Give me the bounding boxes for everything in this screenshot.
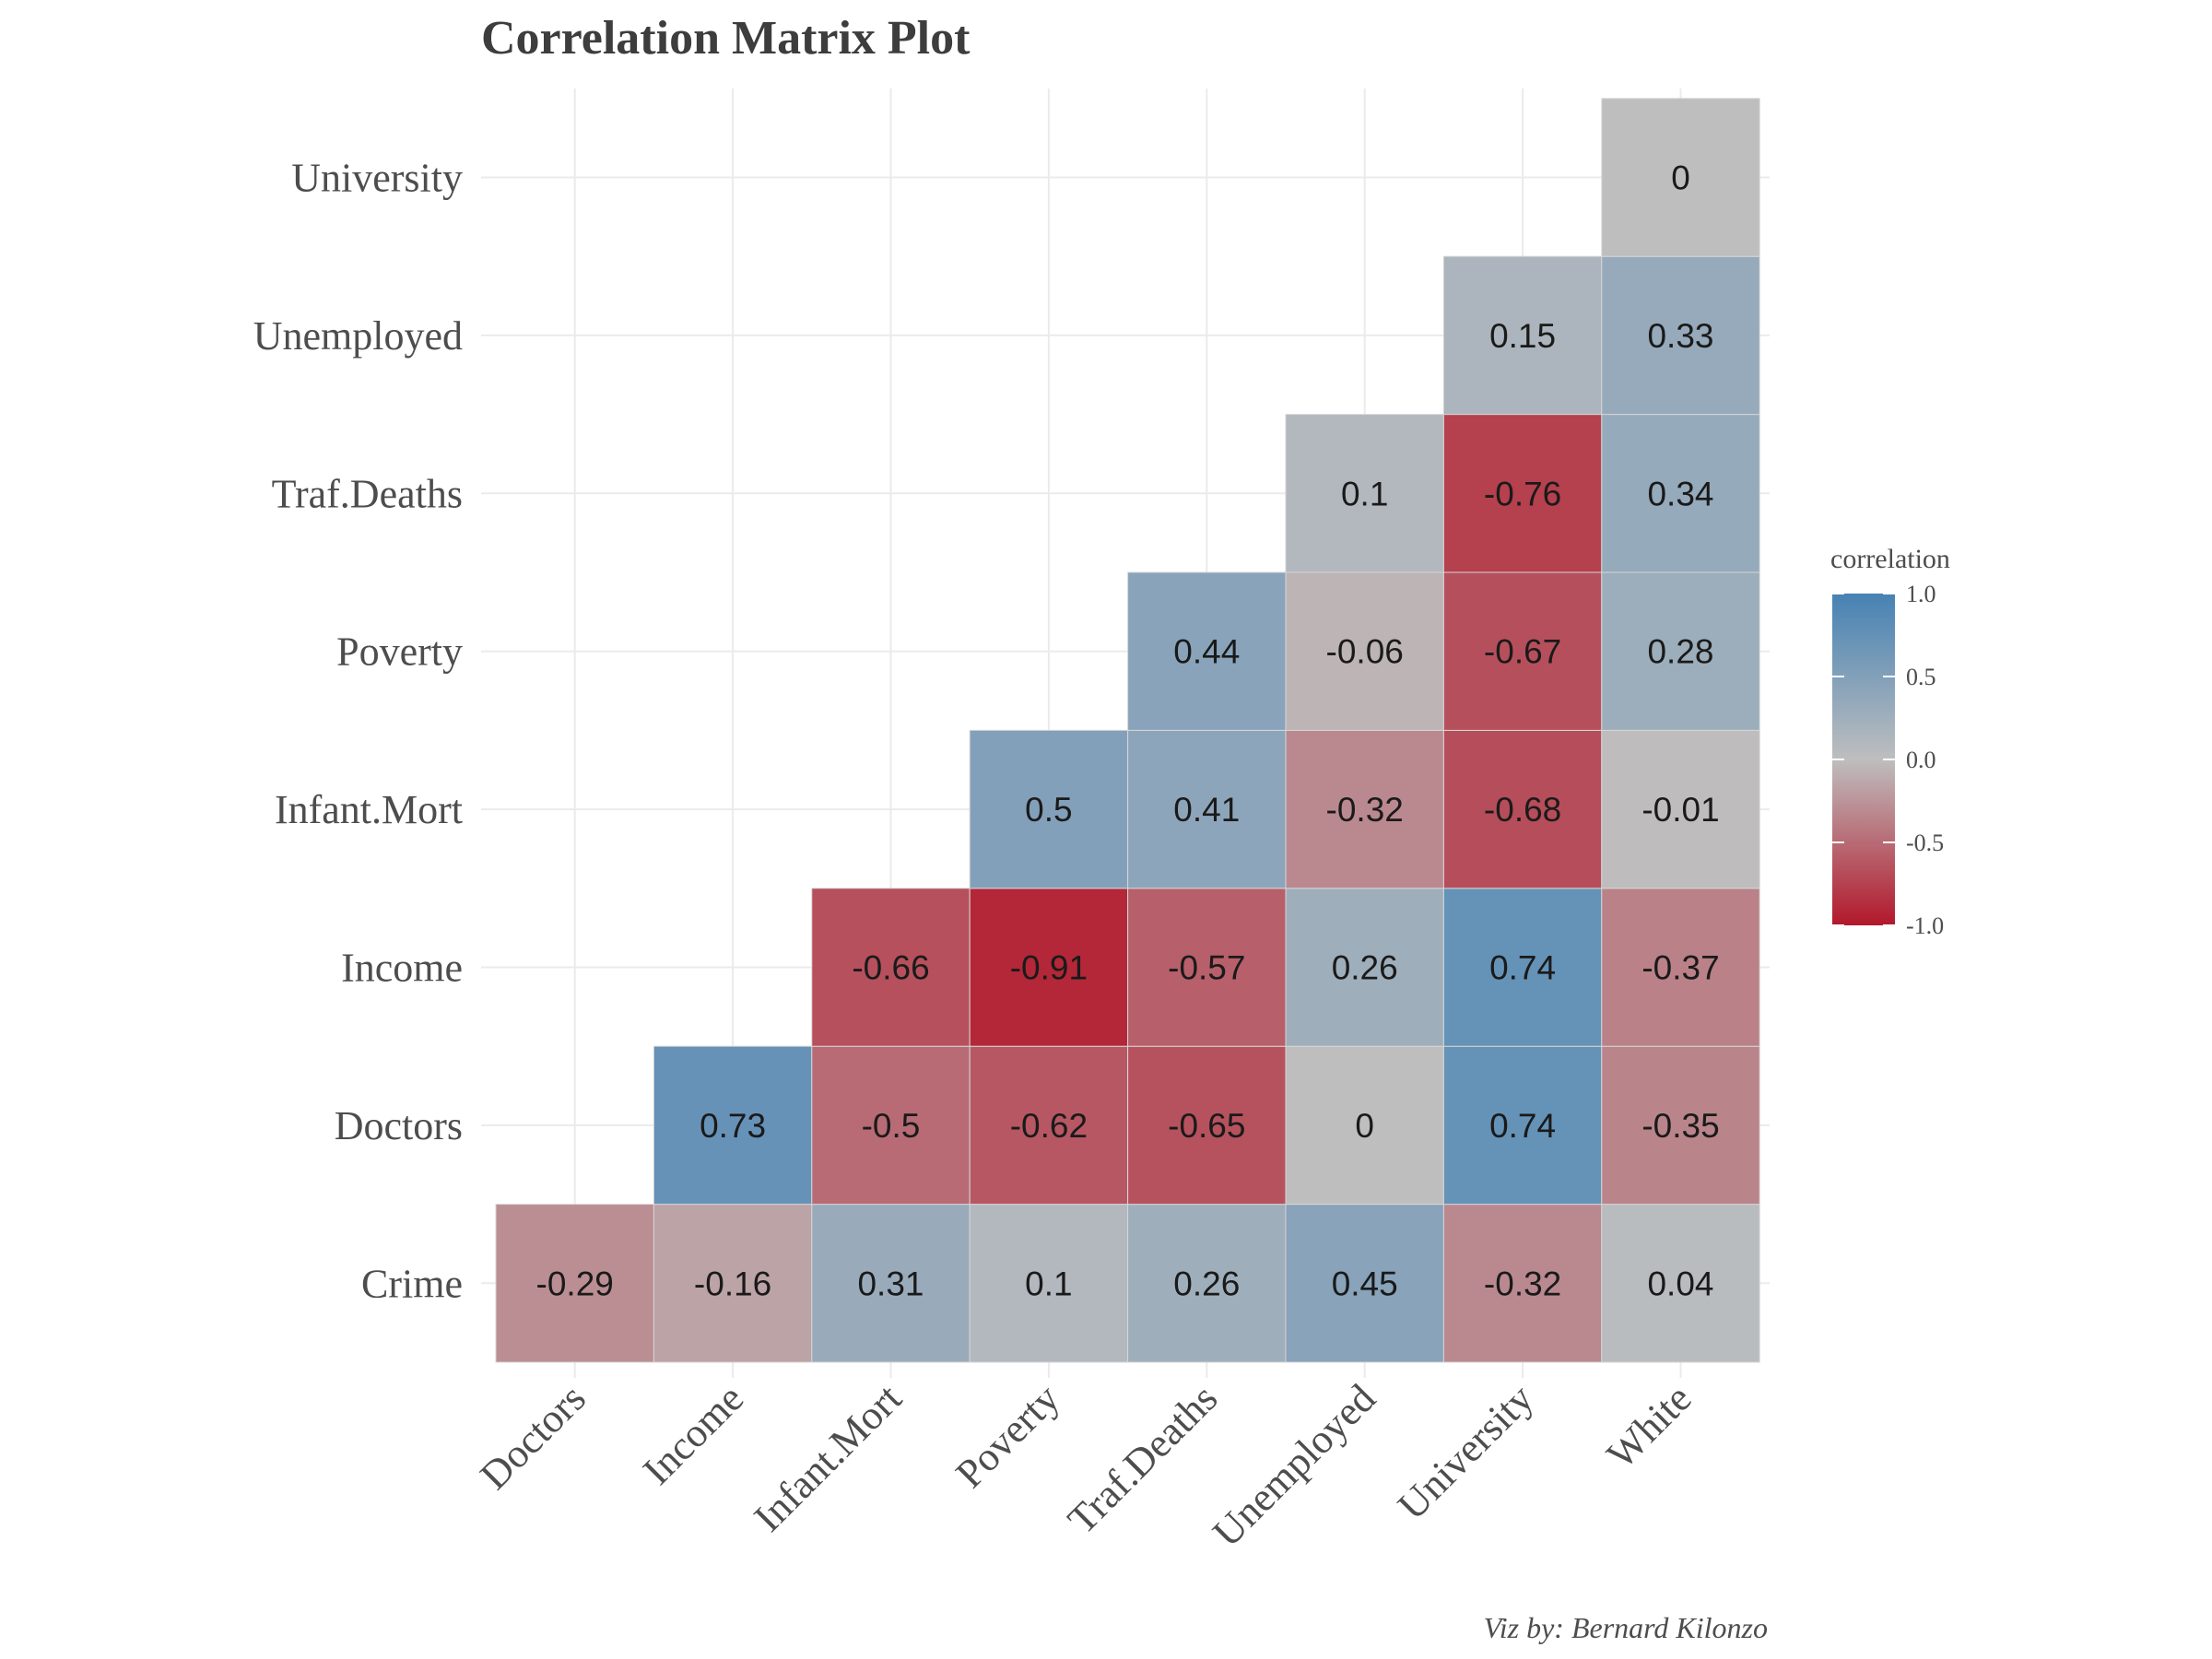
- legend-tick-label: -1.0: [1906, 912, 1944, 939]
- y-tick-label: Crime: [361, 1261, 463, 1306]
- y-tick-label: Infant.Mort: [275, 787, 463, 832]
- heatmap-cell-crime-poverty: [969, 1204, 1129, 1363]
- heatmap-cell-traf-deaths-unemployed: [1285, 414, 1444, 573]
- heatmap-cell-crime-infant-mort: [811, 1204, 971, 1363]
- cell-value-label: 0: [1355, 1107, 1374, 1145]
- heatmap-cell-poverty-traf-deaths: [1127, 571, 1287, 731]
- cell-value-label: 0.74: [1489, 1107, 1556, 1145]
- cell-value-label: -0.62: [1010, 1107, 1088, 1145]
- heatmap-cell-crime-traf-deaths: [1127, 1204, 1287, 1363]
- heatmap-cell-income-white: [1601, 888, 1760, 1047]
- y-tick-label: Doctors: [335, 1103, 463, 1148]
- cell-value-label: -0.01: [1641, 791, 1719, 829]
- chart-caption: Viz by: Bernard Kilonzo: [1484, 1611, 1768, 1644]
- cell-value-label: 0.31: [857, 1265, 924, 1302]
- cell-value-label: 0.45: [1332, 1265, 1398, 1302]
- y-tick-label: Traf.Deaths: [272, 471, 463, 516]
- x-tick-label: Unemployed: [1204, 1375, 1383, 1555]
- cell-value-label: -0.57: [1168, 949, 1245, 987]
- cell-value-label: -0.06: [1326, 633, 1404, 671]
- heatmap-cell-unemployed-white: [1601, 255, 1760, 416]
- legend-tick-label: 1.0: [1906, 581, 1936, 607]
- heatmap-cell-income-traf-deaths: [1127, 888, 1287, 1047]
- x-tick-label: Poverty: [947, 1375, 1068, 1496]
- heatmap-cell-crime-university: [1442, 1204, 1603, 1363]
- heatmap-cell-poverty-unemployed: [1285, 571, 1444, 731]
- y-tick-label: Unemployed: [253, 313, 463, 359]
- cell-value-label: 0.74: [1489, 949, 1556, 987]
- cell-value-label: -0.29: [536, 1265, 614, 1302]
- cell-value-label: 0.1: [1025, 1265, 1072, 1302]
- cell-value-label: 0.15: [1489, 317, 1556, 355]
- cell-value-label: -0.32: [1326, 791, 1404, 829]
- cell-value-label: 0.04: [1647, 1265, 1713, 1302]
- cell-value-label: -0.65: [1168, 1107, 1245, 1145]
- legend-tick-label: -0.5: [1906, 830, 1944, 856]
- cell-value-label: 0.26: [1332, 949, 1398, 987]
- cell-value-label: -0.66: [852, 949, 929, 987]
- heatmap-cell-infant-mort-traf-deaths: [1127, 729, 1287, 889]
- cell-value-label: 0.44: [1173, 633, 1240, 671]
- cell-value-label: -0.5: [862, 1107, 921, 1145]
- legend-tick-label: 0.0: [1906, 747, 1936, 773]
- cell-value-label: 0: [1671, 159, 1690, 197]
- heatmap-cell-doctors-white: [1601, 1045, 1760, 1206]
- cell-value-label: 0.5: [1025, 791, 1072, 829]
- heatmap-cell-crime-unemployed: [1285, 1204, 1444, 1363]
- heatmap-cell-university-white: [1601, 98, 1760, 257]
- heatmap-cell-income-infant-mort: [811, 888, 971, 1047]
- heatmap-cells: -0.29 -0.16 0.31 0.1 0.26 0.45 -0.32 0.04 0.73 -0…: [495, 98, 1760, 1363]
- cell-value-label: 0.34: [1647, 475, 1713, 512]
- cell-value-label: -0.68: [1484, 791, 1561, 829]
- heatmap-cell-income-unemployed: [1285, 888, 1444, 1047]
- y-tick-label: Income: [341, 946, 463, 991]
- y-axis-labels: Crime Doctors Income Infant.Mort Poverty Traf…: [253, 156, 463, 1307]
- cell-value-label: -0.67: [1484, 633, 1561, 671]
- cell-value-label: 0.1: [1341, 475, 1388, 512]
- x-tick-label: Traf.Deaths: [1059, 1375, 1226, 1542]
- chart-title: Correlation Matrix Plot: [481, 12, 971, 65]
- heatmap-cell-income-poverty: [969, 888, 1129, 1047]
- legend-title: correlation: [1830, 544, 1950, 574]
- cell-value-label: -0.76: [1484, 475, 1561, 512]
- cell-value-label: -0.37: [1641, 949, 1719, 987]
- x-tick-label: University: [1389, 1375, 1542, 1528]
- cell-value-label: 0.33: [1647, 317, 1713, 355]
- heatmap-cell-poverty-white: [1601, 571, 1760, 731]
- heatmap-cell-crime-white: [1601, 1204, 1760, 1363]
- x-tick-label: Doctors: [472, 1375, 594, 1498]
- x-tick-label: White: [1598, 1375, 1700, 1477]
- heatmap-cell-doctors-traf-deaths: [1127, 1045, 1287, 1206]
- y-tick-label: Poverty: [336, 629, 463, 675]
- heatmap-cell-income-university: [1442, 888, 1603, 1047]
- heatmap-cell-crime-doctors: [495, 1204, 654, 1363]
- cell-value-label: -0.32: [1484, 1265, 1561, 1302]
- cell-value-label: 0.26: [1173, 1265, 1240, 1302]
- legend-tick-label: 0.5: [1906, 664, 1936, 690]
- cell-value-label: 0.41: [1173, 791, 1240, 829]
- y-tick-label: University: [291, 156, 463, 201]
- x-tick-label: Income: [634, 1375, 752, 1493]
- cell-value-label: 0.73: [700, 1107, 766, 1145]
- cell-value-label: -0.16: [694, 1265, 771, 1302]
- heatmap-cell-traf-deaths-university: [1442, 414, 1603, 573]
- heatmap-cell-doctors-university: [1442, 1045, 1603, 1206]
- heatmap-cell-doctors-income: [653, 1045, 813, 1206]
- color-legend: correlation 1.0 0.5 0.0 -0.5 -1.0: [1830, 544, 1950, 939]
- heatmap-cell-unemployed-university: [1442, 255, 1603, 416]
- cell-value-label: -0.91: [1010, 949, 1088, 987]
- heatmap-cell-infant-mort-poverty: [969, 729, 1129, 889]
- heatmap-cell-crime-income: [653, 1204, 813, 1363]
- cell-value-label: -0.35: [1641, 1107, 1719, 1145]
- heatmap-cell-doctors-infant-mort: [811, 1045, 971, 1206]
- heatmap-cell-infant-mort-white: [1601, 729, 1760, 889]
- heatmap-cell-doctors-unemployed: [1285, 1045, 1444, 1206]
- cell-value-label: 0.28: [1647, 633, 1713, 671]
- heatmap-cell-doctors-poverty: [969, 1045, 1129, 1206]
- x-tick-label: Infant.Mort: [746, 1375, 911, 1540]
